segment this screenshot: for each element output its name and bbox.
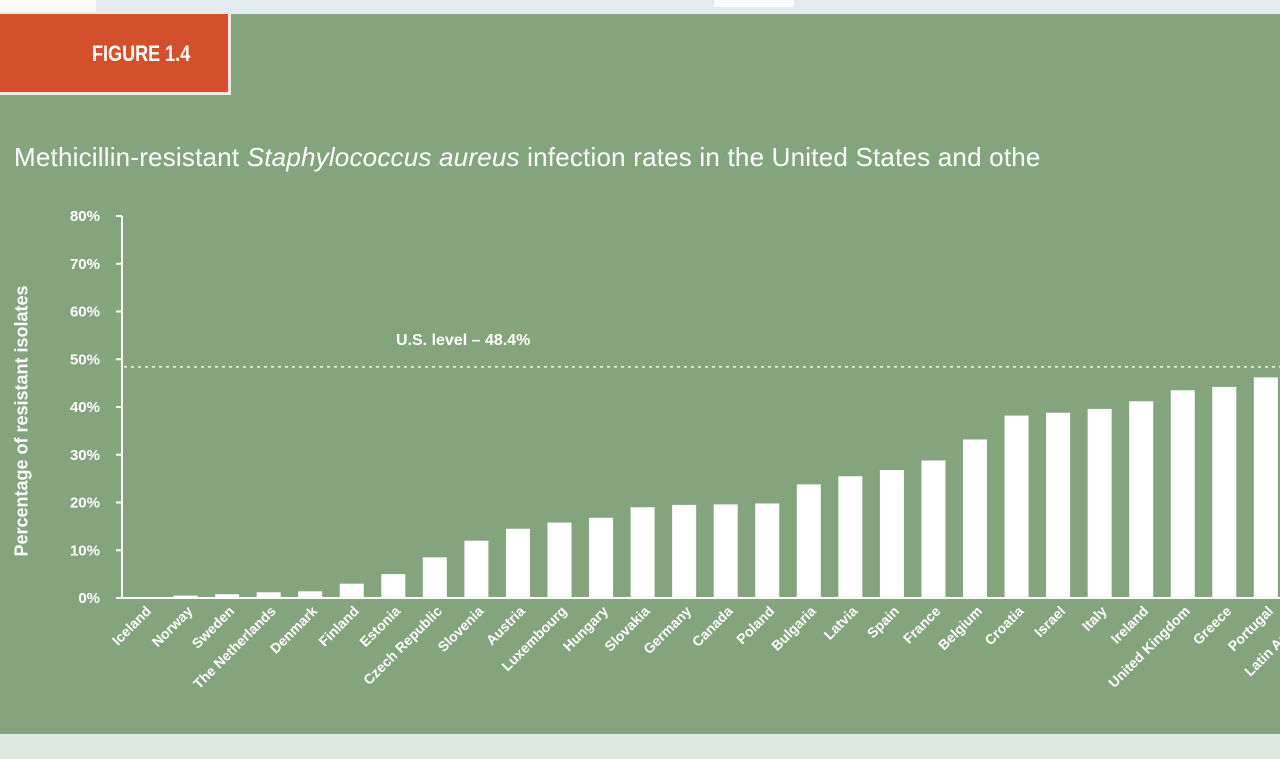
y-tick-label: 50%	[70, 351, 100, 368]
title-after: infection rates in the United States and…	[519, 142, 1041, 172]
y-tick-label: 30%	[70, 447, 100, 464]
chart-title: Methicillin-resistant Staphylococcus aur…	[14, 142, 1041, 173]
bar	[921, 460, 946, 598]
bar	[381, 574, 406, 598]
x-category-label: Norway	[149, 603, 196, 650]
x-category-label: Bulgaria	[768, 603, 819, 654]
bar	[838, 476, 863, 598]
x-category-label: Finland	[315, 603, 362, 650]
x-category-label: Spain	[864, 603, 902, 641]
figure-label: FIGURE 1.4	[92, 41, 191, 66]
bar	[505, 528, 530, 598]
bar	[173, 595, 198, 598]
x-category-label: Canada	[689, 603, 736, 650]
bar	[672, 504, 697, 598]
x-category-label: Croatia	[981, 603, 1027, 649]
x-category-label: Slovenia	[434, 603, 486, 655]
bar-chart: 0% 10% 20% 30% 40% 50% 60% 70% 80% U.S. level – 4…	[70, 208, 1280, 692]
bar	[963, 439, 987, 598]
bar	[422, 557, 447, 598]
bar	[796, 484, 821, 598]
bar	[298, 591, 323, 598]
y-tick-label: 60%	[70, 304, 100, 321]
us-level-label: U.S. level – 48.4%	[396, 332, 530, 349]
x-category-label: Iceland	[109, 603, 154, 648]
y-tick-label: 80%	[70, 208, 100, 225]
bar	[256, 592, 281, 598]
title-before: Methicillin-resistant	[14, 142, 247, 172]
y-tick-label: 10%	[70, 542, 100, 559]
top-tab-left	[0, 0, 96, 12]
bar	[1170, 390, 1195, 598]
top-strip	[0, 0, 1280, 14]
bar	[339, 583, 364, 598]
bar	[1004, 415, 1029, 598]
x-category-label: Belgium	[935, 603, 985, 653]
x-category-label: Israel	[1031, 603, 1068, 640]
bar	[1087, 408, 1112, 598]
y-tick-label: 70%	[70, 256, 100, 273]
bar	[1212, 386, 1237, 598]
bar	[879, 470, 904, 598]
bar	[464, 540, 489, 598]
x-category-label: Italy	[1079, 603, 1110, 634]
bar	[547, 522, 572, 598]
bar	[1253, 377, 1278, 598]
bar	[630, 507, 655, 598]
bar	[215, 594, 240, 598]
x-category-label: Czech Republic	[360, 603, 445, 688]
title-italic: Staphylococcus aureus	[246, 142, 520, 172]
y-tick-label: 40%	[70, 399, 100, 416]
bar	[589, 517, 614, 598]
figure-label-badge: FIGURE 1.4	[0, 14, 231, 95]
x-category-label: Latvia	[821, 603, 861, 643]
top-tab-middle	[714, 0, 794, 7]
figure-panel: FIGURE 1.4 Methicillin-resistant Staphyl…	[0, 14, 1280, 734]
bar	[713, 504, 738, 598]
bottom-strip	[0, 734, 1280, 759]
y-tick-label: 0%	[78, 590, 100, 607]
y-tick-label: 20%	[70, 495, 100, 512]
bar	[1046, 412, 1071, 598]
bar	[1129, 401, 1154, 598]
bar	[755, 503, 780, 598]
